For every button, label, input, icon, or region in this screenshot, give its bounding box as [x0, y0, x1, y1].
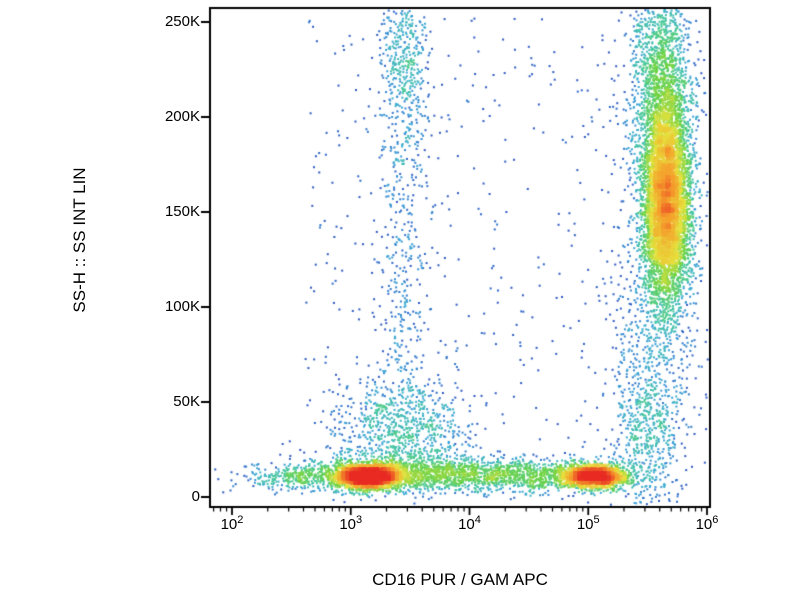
x-tick-label: 106: [695, 514, 719, 533]
y-tick-label: 0: [191, 488, 200, 505]
x-tick-label: 102: [220, 514, 244, 533]
y-tick-label: 200K: [164, 108, 200, 125]
y-tick-label: 150K: [164, 203, 200, 220]
y-tick-label: 100K: [164, 298, 200, 315]
y-tick-label: 250K: [164, 13, 200, 30]
y-tick-label: 50K: [173, 393, 200, 410]
x-tick-label: 105: [576, 514, 600, 533]
x-tick-label: 104: [458, 514, 481, 533]
x-tick-label: 103: [339, 514, 363, 533]
y-axis-title: SS-H :: SS INT LIN: [70, 167, 89, 313]
x-axis-title: CD16 PUR / GAM APC: [372, 570, 548, 589]
